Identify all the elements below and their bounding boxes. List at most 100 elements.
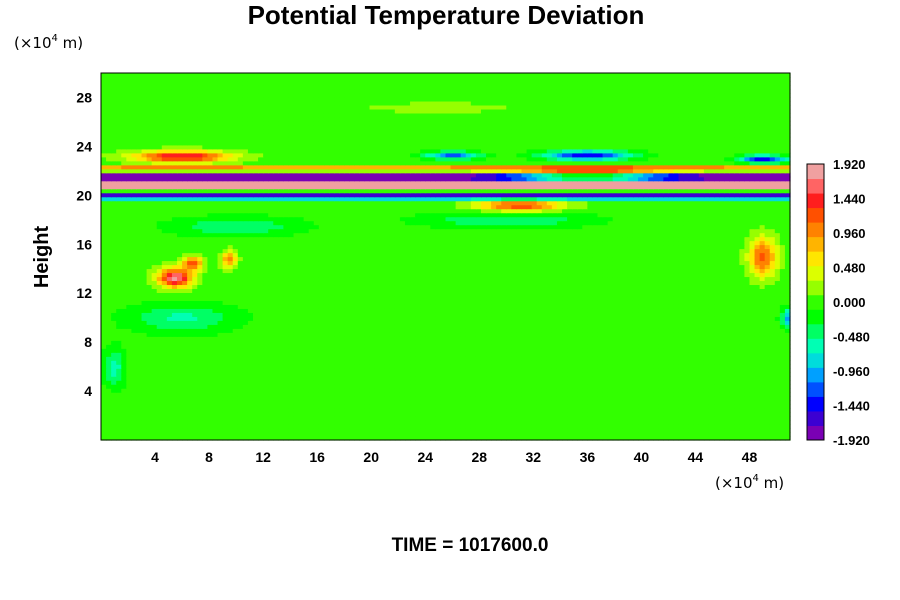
heatmap-cell <box>121 340 127 345</box>
heatmap-cell <box>121 332 127 337</box>
heatmap-cell <box>471 400 477 405</box>
heatmap-cell <box>537 408 543 413</box>
heatmap-cell <box>359 432 365 437</box>
heatmap-cell <box>233 332 239 337</box>
heatmap-cell <box>668 384 674 389</box>
heatmap-cell <box>238 296 244 301</box>
heatmap-cell <box>288 344 294 349</box>
heatmap-cell <box>521 320 527 325</box>
heatmap-cell <box>162 340 168 345</box>
heatmap-cell <box>481 424 487 429</box>
heatmap-cell <box>294 376 300 381</box>
heatmap-cell <box>288 296 294 301</box>
heatmap-cell <box>729 368 735 373</box>
heatmap-cell <box>385 292 391 297</box>
heatmap-cell <box>684 344 690 349</box>
heatmap-cell <box>775 320 781 325</box>
heatmap-cell <box>456 404 462 409</box>
heatmap-cell <box>577 416 583 421</box>
heatmap-cell <box>689 352 695 357</box>
heatmap-cell <box>623 340 629 345</box>
heatmap-cell <box>673 364 679 369</box>
heatmap-cell <box>704 316 710 321</box>
heatmap-cell <box>253 344 259 349</box>
heatmap-cell <box>152 384 158 389</box>
heatmap-cell <box>506 392 512 397</box>
heatmap-cell <box>131 336 137 341</box>
heatmap-cell <box>668 304 674 309</box>
heatmap-cell <box>521 388 527 393</box>
heatmap-cell <box>476 344 482 349</box>
heatmap-cell <box>116 408 122 413</box>
heatmap-cell <box>314 424 320 429</box>
heatmap-cell <box>410 312 416 317</box>
heatmap-cell <box>623 320 629 325</box>
heatmap-cell <box>162 388 168 393</box>
heatmap-cell <box>506 352 512 357</box>
heatmap-cell <box>126 300 132 305</box>
heatmap-cell <box>471 392 477 397</box>
heatmap-cell <box>603 400 609 405</box>
heatmap-cell <box>633 296 639 301</box>
heatmap-cell <box>258 336 264 341</box>
heatmap-cell <box>349 348 355 353</box>
heatmap-cell <box>359 380 365 385</box>
heatmap-cell <box>476 356 482 361</box>
heatmap-cell <box>228 324 234 329</box>
heatmap-cell <box>461 424 467 429</box>
heatmap-cell <box>228 380 234 385</box>
heatmap-cell <box>344 324 350 329</box>
heatmap-cell <box>121 412 127 417</box>
heatmap-cell <box>511 300 517 305</box>
heatmap-cell <box>562 292 568 297</box>
heatmap-cell <box>324 384 330 389</box>
heatmap-cell <box>329 392 335 397</box>
heatmap-cell <box>425 364 431 369</box>
heatmap-cell <box>223 380 229 385</box>
heatmap-cell <box>471 368 477 373</box>
heatmap-cell <box>299 312 305 317</box>
heatmap-cell <box>324 428 330 433</box>
heatmap-cell <box>775 404 781 409</box>
heatmap-cell <box>324 296 330 301</box>
heatmap-cell <box>238 408 244 413</box>
heatmap-cell <box>294 400 300 405</box>
heatmap-cell <box>648 408 654 413</box>
heatmap-cell <box>567 396 573 401</box>
heatmap-cell <box>111 424 117 429</box>
heatmap-cell <box>263 396 269 401</box>
heatmap-cell <box>101 336 107 341</box>
heatmap-cell <box>126 388 132 393</box>
heatmap-cell <box>243 312 249 317</box>
heatmap-cell <box>207 352 213 357</box>
heatmap-cell <box>461 404 467 409</box>
heatmap-cell <box>258 408 264 413</box>
heatmap-cell <box>415 324 421 329</box>
heatmap-cell <box>532 364 538 369</box>
heatmap-cell <box>709 356 715 361</box>
heatmap-cell <box>400 336 406 341</box>
heatmap-cell <box>734 392 740 397</box>
heatmap-cell <box>613 408 619 413</box>
heatmap-cell <box>775 416 781 421</box>
heatmap-cell <box>608 416 614 421</box>
heatmap-cell <box>699 388 705 393</box>
heatmap-cell <box>349 380 355 385</box>
heatmap-cell <box>491 316 497 321</box>
heatmap-cell <box>689 432 695 437</box>
heatmap-cell <box>172 416 178 421</box>
heatmap-cell <box>339 296 345 301</box>
heatmap-cell <box>582 364 588 369</box>
heatmap-cell <box>597 408 603 413</box>
heatmap-cell <box>577 344 583 349</box>
heatmap-cell <box>334 424 340 429</box>
heatmap-cell <box>527 324 533 329</box>
heatmap-cell <box>207 296 213 301</box>
heatmap-cell <box>521 348 527 353</box>
heatmap-cell <box>344 424 350 429</box>
heatmap-cell <box>547 316 553 321</box>
heatmap-cell <box>780 412 786 417</box>
heatmap-cell <box>516 376 522 381</box>
heatmap-cell <box>142 348 148 353</box>
heatmap-cell <box>228 392 234 397</box>
